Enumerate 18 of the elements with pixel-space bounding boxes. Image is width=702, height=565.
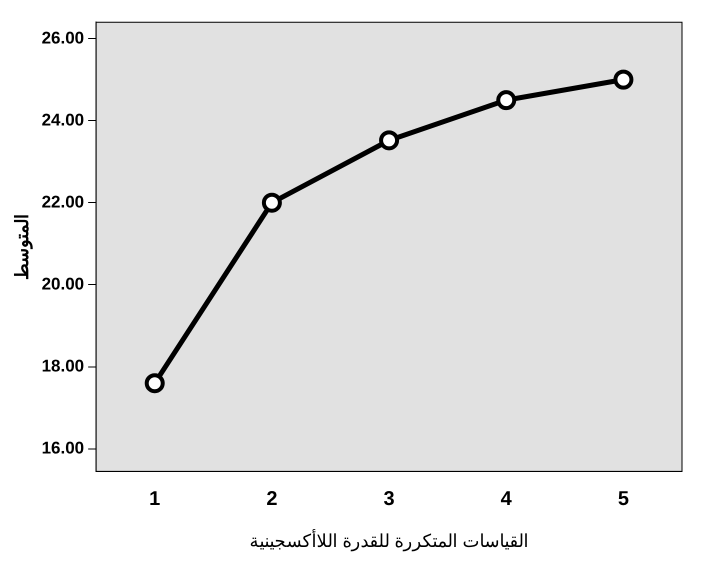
- x-axis-title: القياسات المتكررة للقدرة اللاأكسجينية: [250, 529, 529, 552]
- y-tick-label: 24.00: [42, 110, 84, 130]
- point: [262, 192, 282, 213]
- x-tick-label: 4: [500, 488, 513, 510]
- point: [144, 373, 165, 394]
- y-tick-label: 26.00: [42, 28, 84, 48]
- x-tick-label: 3: [384, 488, 395, 510]
- y-tick-label: 22.00: [42, 192, 84, 212]
- x-tick-label: 5: [618, 488, 629, 510]
- x-tick-label: 2: [266, 488, 278, 510]
- point: [496, 90, 516, 110]
- y-tick-label: 20.00: [42, 274, 84, 294]
- y-tick-label: 16.00: [42, 438, 84, 458]
- x-tick-label: 1: [149, 488, 160, 510]
- point: [613, 70, 634, 90]
- point: [379, 130, 400, 150]
- y-axis-title: المتوسط: [12, 214, 33, 280]
- y-tick-label: 18.00: [42, 356, 84, 376]
